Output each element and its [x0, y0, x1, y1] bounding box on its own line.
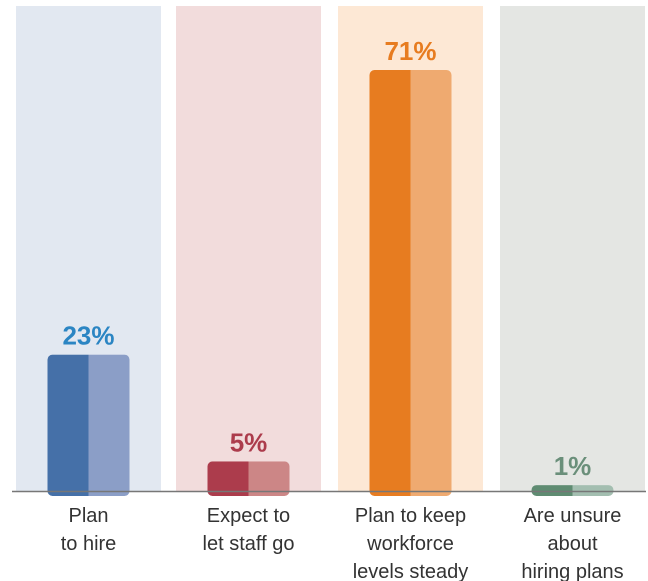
category-label: hiring plans — [521, 561, 623, 581]
category-label: levels steady — [353, 561, 469, 581]
category-panel — [500, 6, 645, 491]
value-label: 23% — [62, 321, 114, 351]
category-label: let staff go — [203, 533, 295, 555]
bar-dark-half — [369, 70, 411, 496]
bar-light-half — [410, 70, 452, 496]
value-label: 1% — [554, 451, 592, 481]
category-label: Are unsure — [524, 505, 622, 527]
category-label: Expect to — [207, 505, 290, 527]
bar — [47, 354, 130, 496]
value-label: 71% — [384, 36, 436, 66]
category-label: Plan — [68, 505, 108, 527]
bar-light-half — [572, 485, 614, 496]
category-label: to hire — [61, 533, 117, 555]
category-panels — [16, 6, 645, 491]
category-panel — [176, 6, 321, 491]
bars — [47, 70, 614, 496]
bar-light-half — [248, 461, 290, 496]
bar — [369, 70, 452, 496]
category-label: workforce — [366, 533, 454, 555]
category-label: Plan to keep — [355, 505, 466, 527]
bar-light-half — [88, 354, 130, 496]
category-labels: Plan to hire Expect to let staff go Plan to … — [61, 505, 624, 581]
bar-dark-half — [531, 485, 573, 496]
bar-dark-half — [47, 354, 89, 496]
value-labels: 23% 5% 71% 1% — [62, 36, 591, 481]
bar — [531, 485, 614, 496]
bar-dark-half — [207, 461, 249, 496]
category-label: about — [547, 533, 597, 555]
bar — [207, 461, 290, 496]
value-label: 5% — [230, 427, 268, 457]
